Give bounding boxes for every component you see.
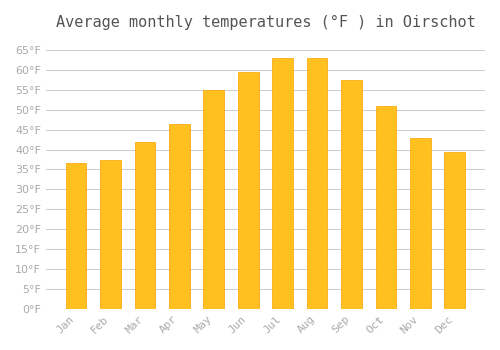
Bar [134, 142, 156, 309]
Bar [204, 90, 224, 309]
Bar [272, 58, 293, 309]
Bar [100, 160, 121, 309]
Title: Average monthly temperatures (°F ) in Oirschot: Average monthly temperatures (°F ) in Oi… [56, 15, 476, 30]
Bar [341, 80, 362, 309]
Bar [306, 58, 328, 309]
Bar [444, 152, 465, 309]
Bar [169, 124, 190, 309]
Bar [376, 106, 396, 309]
Bar [238, 72, 258, 309]
Bar [66, 163, 86, 309]
Bar [410, 138, 430, 309]
